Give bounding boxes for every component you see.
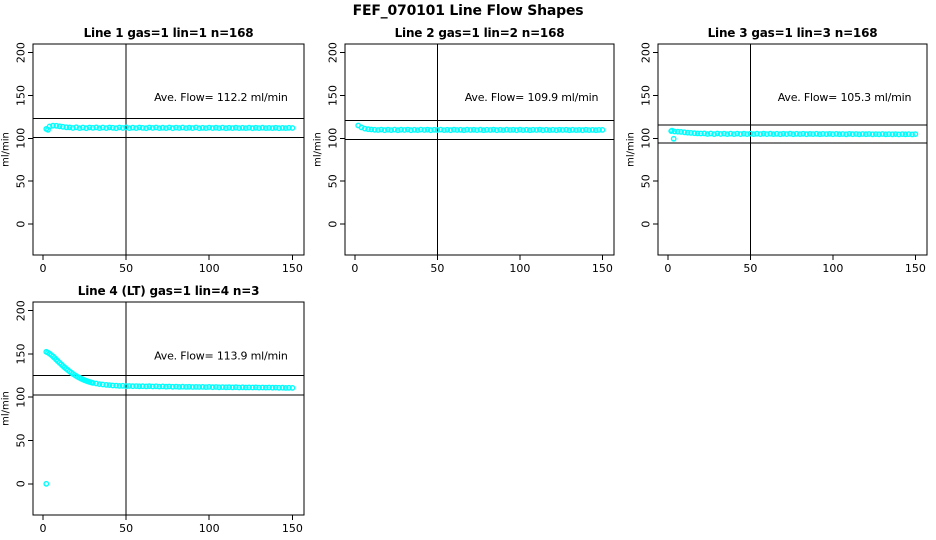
ave-flow-annotation: Ave. Flow= 112.2 ml/min bbox=[154, 91, 288, 104]
y-tick-label: 150 bbox=[15, 85, 28, 106]
y-tick-label: 200 bbox=[327, 42, 340, 63]
y-tick-label: 50 bbox=[640, 174, 653, 188]
y-tick-label: 200 bbox=[640, 42, 653, 63]
ave-flow-annotation: Ave. Flow= 113.9 ml/min bbox=[154, 350, 288, 363]
panel-title: Line 1 gas=1 lin=1 n=168 bbox=[84, 26, 254, 40]
x-tick-label: 100 bbox=[822, 262, 843, 275]
plot-box bbox=[344, 43, 615, 256]
panel-line-4: 0 50 100 150 200 0 50 100 150 ml/min Line 4 (LT) g… bbox=[1, 284, 305, 535]
y-tick-label: 0 bbox=[15, 221, 28, 228]
y-tick-label: 100 bbox=[15, 387, 28, 408]
x-tick-label: 0 bbox=[351, 262, 358, 275]
y-tick-label: 0 bbox=[327, 221, 340, 228]
y-tick-label: 200 bbox=[15, 42, 28, 63]
y-tick-label: 50 bbox=[327, 174, 340, 188]
ave-flow-annotation: Ave. Flow= 109.9 ml/min bbox=[465, 91, 599, 104]
panel-line-3: 0 50 100 150 200 0 50 100 150 ml/min Line 3 gas=1 … bbox=[626, 26, 928, 275]
x-tick-label: 150 bbox=[282, 522, 303, 535]
x-tick-label: 50 bbox=[119, 522, 133, 535]
y-tick-label: 50 bbox=[15, 434, 28, 448]
y-tick-label: 150 bbox=[640, 85, 653, 106]
x-tick-label: 0 bbox=[40, 262, 47, 275]
x-tick-label: 150 bbox=[282, 262, 303, 275]
y-tick-label: 0 bbox=[15, 480, 28, 487]
panel-line-2: 0 50 100 150 200 0 50 100 150 ml/min Line 2 gas=1 … bbox=[313, 26, 615, 275]
y-tick-label: 100 bbox=[15, 128, 28, 149]
data-points bbox=[43, 122, 296, 133]
panel-title: Line 3 gas=1 lin=3 n=168 bbox=[708, 26, 878, 40]
x-tick-label: 150 bbox=[905, 262, 926, 275]
y-tick-label: 0 bbox=[640, 221, 653, 228]
data-points bbox=[355, 122, 606, 134]
panel-line-1: 0 50 100 150 200 0 50 100 150 ml/min Line 1 gas=1 … bbox=[1, 26, 305, 275]
y-tick-label: 200 bbox=[15, 300, 28, 321]
main-title: FEF_070101 Line Flow Shapes bbox=[352, 3, 584, 19]
x-tick-label: 100 bbox=[199, 522, 220, 535]
panel-title: Line 2 gas=1 lin=2 n=168 bbox=[395, 26, 565, 40]
plot-box bbox=[32, 43, 305, 256]
x-tick-label: 50 bbox=[430, 262, 444, 275]
y-axis-label: ml/min bbox=[313, 132, 324, 167]
plot-box bbox=[32, 301, 305, 516]
plot-box bbox=[657, 43, 928, 256]
x-tick-label: 100 bbox=[509, 262, 530, 275]
x-tick-label: 50 bbox=[119, 262, 133, 275]
x-tick-label: 100 bbox=[199, 262, 220, 275]
y-axis-label: ml/min bbox=[626, 132, 637, 167]
x-tick-label: 50 bbox=[743, 262, 757, 275]
y-axis-label: ml/min bbox=[1, 391, 12, 426]
y-tick-label: 50 bbox=[15, 174, 28, 188]
ave-flow-annotation: Ave. Flow= 105.3 ml/min bbox=[778, 91, 912, 104]
y-tick-label: 150 bbox=[15, 344, 28, 365]
x-tick-label: 150 bbox=[592, 262, 613, 275]
y-axis-label: ml/min bbox=[1, 132, 12, 167]
data-points bbox=[43, 348, 296, 487]
panel-title: Line 4 (LT) gas=1 lin=4 n=3 bbox=[78, 284, 259, 298]
y-tick-label: 100 bbox=[327, 128, 340, 149]
y-tick-label: 100 bbox=[640, 128, 653, 149]
data-points bbox=[668, 127, 919, 142]
y-tick-label: 150 bbox=[327, 85, 340, 106]
x-tick-label: 0 bbox=[664, 262, 671, 275]
x-tick-label: 0 bbox=[40, 522, 47, 535]
